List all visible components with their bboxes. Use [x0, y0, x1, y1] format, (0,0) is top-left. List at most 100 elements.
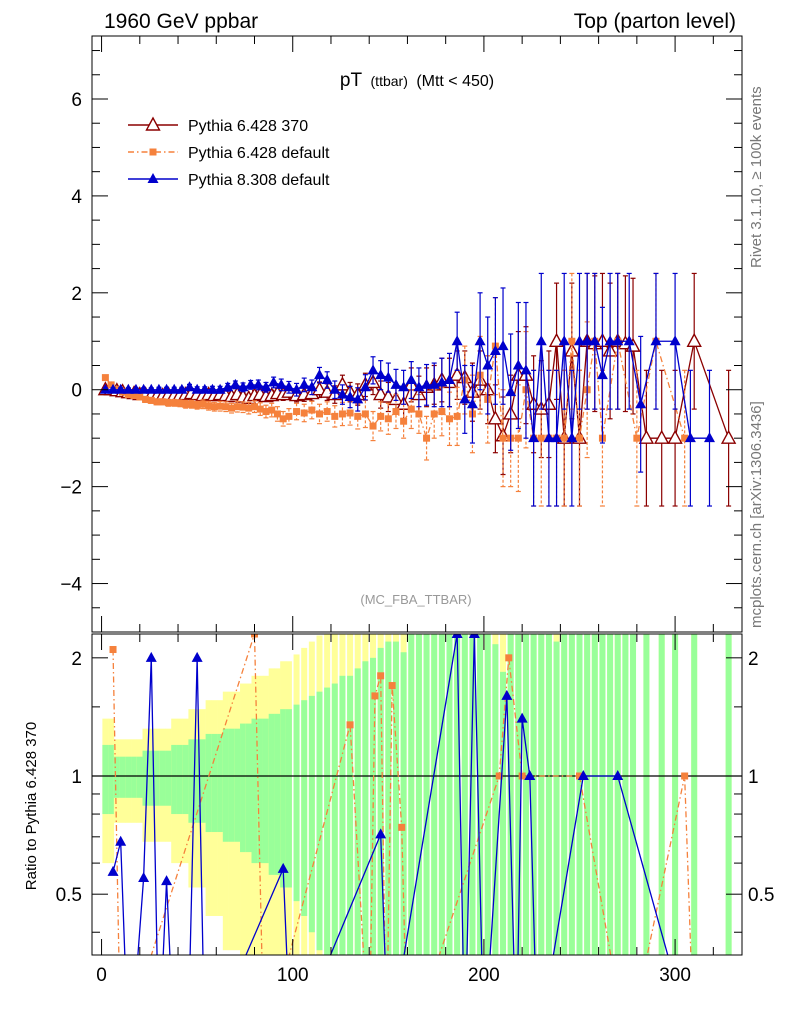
data-point: [147, 396, 155, 404]
data-point: [384, 415, 392, 423]
main-title-main: pT: [340, 70, 363, 91]
band-1sigma: [607, 634, 614, 955]
data-point: [210, 403, 218, 411]
band-1sigma: [331, 683, 338, 955]
data-point: [279, 415, 287, 423]
band-1sigma: [385, 641, 392, 955]
data-point: [375, 369, 387, 380]
band-1sigma: [658, 634, 665, 955]
ratio-point: [371, 692, 379, 700]
data-point: [650, 335, 662, 346]
ratio-point: [145, 651, 157, 662]
watermark: (MC_FBA_TTBAR): [360, 592, 471, 607]
data-point: [311, 381, 328, 396]
main-title: pT (ttbar) (Mtt < 450): [340, 70, 494, 91]
band-1sigma: [165, 750, 172, 806]
band-1sigma: [691, 634, 698, 955]
data-point: [367, 364, 379, 375]
band-1sigma: [591, 634, 598, 955]
data-point: [199, 400, 207, 408]
band-1sigma: [339, 675, 346, 955]
ratio-point: [451, 634, 463, 638]
ratio-xtick-label: 0: [96, 965, 107, 986]
band-1sigma: [622, 634, 629, 955]
band-1sigma: [347, 675, 354, 955]
data-point: [566, 432, 578, 443]
legend-marker: [147, 173, 159, 183]
band-1sigma: [159, 750, 166, 806]
data-point: [222, 403, 230, 411]
band-1sigma: [492, 644, 499, 955]
band-1sigma: [148, 750, 155, 806]
legend-marker: [145, 116, 161, 131]
data-point: [352, 393, 364, 404]
data-point: [407, 405, 415, 413]
ratio-ytick-label: 1: [71, 767, 82, 788]
data-point: [124, 391, 132, 399]
ratio-point: [191, 651, 203, 662]
band-1sigma: [171, 744, 178, 815]
data-point: [291, 383, 303, 394]
band-1sigma: [240, 723, 247, 853]
data-point: [101, 374, 109, 382]
data-point: [482, 359, 494, 370]
ratio-point: [109, 646, 117, 654]
band-1sigma: [484, 634, 491, 955]
ratio-point: [505, 654, 513, 662]
data-point: [451, 335, 463, 346]
band-1sigma: [182, 744, 189, 815]
data-point: [268, 376, 280, 387]
data-point: [346, 409, 354, 417]
band-1sigma: [205, 733, 212, 833]
band-1sigma: [725, 634, 732, 955]
data-point: [130, 383, 142, 394]
band-1sigma: [142, 750, 149, 806]
ratio-point: [516, 712, 528, 723]
band-1sigma: [217, 733, 224, 833]
ratio-ytick-label: 2: [71, 649, 82, 670]
data-point: [568, 337, 576, 345]
data-point: [415, 410, 423, 418]
ratio-point: [518, 772, 526, 780]
data-point: [684, 432, 696, 443]
legend-label: Pythia 6.428 default: [188, 145, 330, 162]
legend: Pythia 6.428 370 Pythia 6.428 default Pyth…: [128, 116, 330, 189]
data-point: [191, 383, 203, 394]
band-1sigma: [400, 652, 407, 955]
band-1sigma: [268, 713, 275, 875]
data-point: [449, 366, 465, 381]
band-1sigma: [431, 634, 438, 955]
band-1sigma: [392, 641, 399, 955]
data-point: [107, 381, 115, 389]
main-ytick-label: 6: [71, 90, 82, 111]
ratio-point: [138, 871, 150, 882]
data-point: [193, 401, 201, 409]
data-point: [138, 383, 150, 394]
header-left: 1960 GeV ppbar: [104, 10, 258, 33]
data-point: [512, 359, 524, 370]
data-point: [720, 429, 737, 444]
ratio-ytick-label-right: 0.5: [748, 885, 774, 906]
ratio-ytick-label: 0.5: [56, 885, 82, 906]
data-point: [497, 340, 509, 351]
data-point: [321, 374, 333, 385]
data-point: [245, 404, 253, 412]
data-point: [398, 381, 410, 392]
ratio-point: [577, 770, 589, 781]
data-point: [182, 400, 190, 408]
data-point: [430, 410, 438, 418]
data-point: [262, 408, 270, 416]
band-1sigma: [672, 634, 679, 955]
data-point: [405, 374, 417, 385]
data-point: [187, 400, 195, 408]
data-point: [239, 403, 247, 411]
band-1sigma: [131, 756, 138, 798]
band-1sigma: [176, 744, 183, 815]
data-point: [514, 434, 522, 442]
data-point: [382, 371, 394, 382]
data-point: [256, 405, 264, 413]
ratio-point: [107, 865, 119, 876]
ratio-point: [576, 772, 583, 780]
band-1sigma: [477, 634, 484, 955]
